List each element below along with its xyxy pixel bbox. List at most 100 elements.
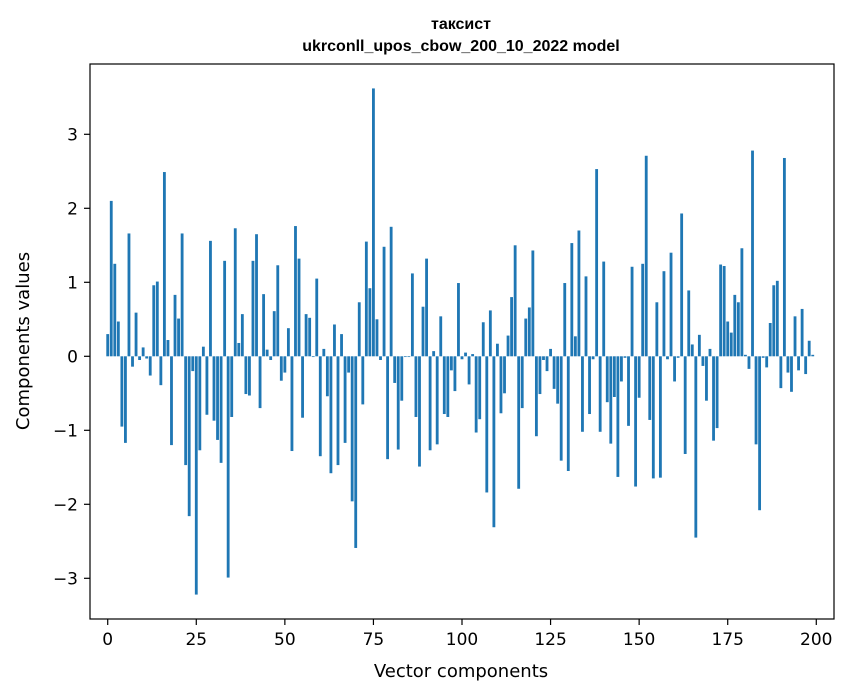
bar xyxy=(393,356,397,383)
bar xyxy=(386,356,390,460)
bar xyxy=(549,348,552,357)
bar xyxy=(170,356,173,446)
bar xyxy=(311,356,315,358)
bar xyxy=(641,263,645,357)
bar xyxy=(212,356,216,421)
bar xyxy=(669,252,673,357)
bar xyxy=(191,356,195,372)
bar xyxy=(240,314,244,357)
bar xyxy=(496,343,499,357)
bar xyxy=(758,356,762,511)
bar xyxy=(733,294,737,357)
bar xyxy=(715,356,719,429)
bar xyxy=(538,356,542,395)
bar xyxy=(651,356,655,479)
bar xyxy=(542,356,545,360)
bar xyxy=(492,356,496,528)
bar xyxy=(719,264,723,357)
bar xyxy=(116,321,120,357)
bar xyxy=(807,340,811,357)
bar xyxy=(262,294,266,357)
bar xyxy=(439,316,443,357)
bar xyxy=(729,332,733,357)
bar xyxy=(485,356,489,493)
bar xyxy=(442,356,446,415)
bar xyxy=(318,356,322,457)
bar xyxy=(566,356,570,471)
chart-title: таксист xyxy=(431,16,491,33)
bar xyxy=(379,356,382,360)
bar xyxy=(148,356,152,376)
bar xyxy=(410,273,414,357)
x-axis-label: Vector components xyxy=(374,661,548,682)
bar xyxy=(722,266,726,357)
bar xyxy=(223,260,227,357)
bar xyxy=(644,155,648,357)
x-tick-label: 125 xyxy=(534,630,566,650)
bar xyxy=(173,294,177,357)
bar xyxy=(658,356,662,478)
bar xyxy=(396,356,400,450)
bar xyxy=(481,322,485,357)
bar xyxy=(134,312,138,357)
x-tick-label: 25 xyxy=(185,630,207,650)
bar xyxy=(524,318,528,357)
bar xyxy=(471,354,475,357)
bar xyxy=(616,356,620,477)
bar xyxy=(527,307,531,357)
bar xyxy=(407,356,411,358)
bar xyxy=(779,356,783,389)
bar xyxy=(106,334,110,357)
bar xyxy=(595,169,599,357)
bar xyxy=(648,356,652,420)
bar xyxy=(435,356,439,445)
bar xyxy=(460,356,464,360)
chart-subtitle: ukrconll_upos_cbow_200_10_2022 model xyxy=(302,38,619,55)
bar xyxy=(301,356,304,418)
bar xyxy=(499,356,503,414)
bar xyxy=(361,356,365,405)
bar xyxy=(269,356,273,360)
bar xyxy=(446,356,450,417)
bar xyxy=(559,356,563,461)
y-tick-label: 0 xyxy=(67,347,78,367)
bar xyxy=(517,356,521,489)
bar xyxy=(588,356,591,415)
y-tick-label: −2 xyxy=(53,495,78,515)
bar xyxy=(545,356,549,372)
x-tick-label: 75 xyxy=(363,630,385,650)
bar xyxy=(432,351,436,357)
bar xyxy=(138,356,142,360)
bar xyxy=(187,356,191,517)
bar xyxy=(552,356,556,389)
bar xyxy=(573,336,577,357)
x-axis-ticks: 0 25 50 75 100 125 150 175 200 xyxy=(102,619,833,650)
bar xyxy=(726,321,730,357)
bar xyxy=(765,356,769,368)
bar xyxy=(623,356,627,358)
bar xyxy=(563,283,567,357)
bar xyxy=(343,356,347,443)
bar xyxy=(478,356,482,420)
bar xyxy=(609,356,613,444)
bar xyxy=(265,349,269,357)
bar xyxy=(683,356,687,454)
bar xyxy=(131,356,134,367)
bar xyxy=(255,234,258,357)
bar xyxy=(127,233,131,357)
bar xyxy=(290,356,294,452)
bar xyxy=(421,306,425,357)
bar xyxy=(162,172,166,357)
bar xyxy=(712,356,715,441)
bar xyxy=(581,356,584,432)
bar xyxy=(736,302,740,357)
bar xyxy=(793,316,797,357)
bar xyxy=(166,340,170,357)
bar xyxy=(357,302,361,357)
bar xyxy=(141,347,145,357)
bar xyxy=(226,356,230,578)
bar xyxy=(570,243,574,357)
bar xyxy=(276,265,280,357)
bar xyxy=(258,356,262,409)
bar xyxy=(488,310,492,357)
